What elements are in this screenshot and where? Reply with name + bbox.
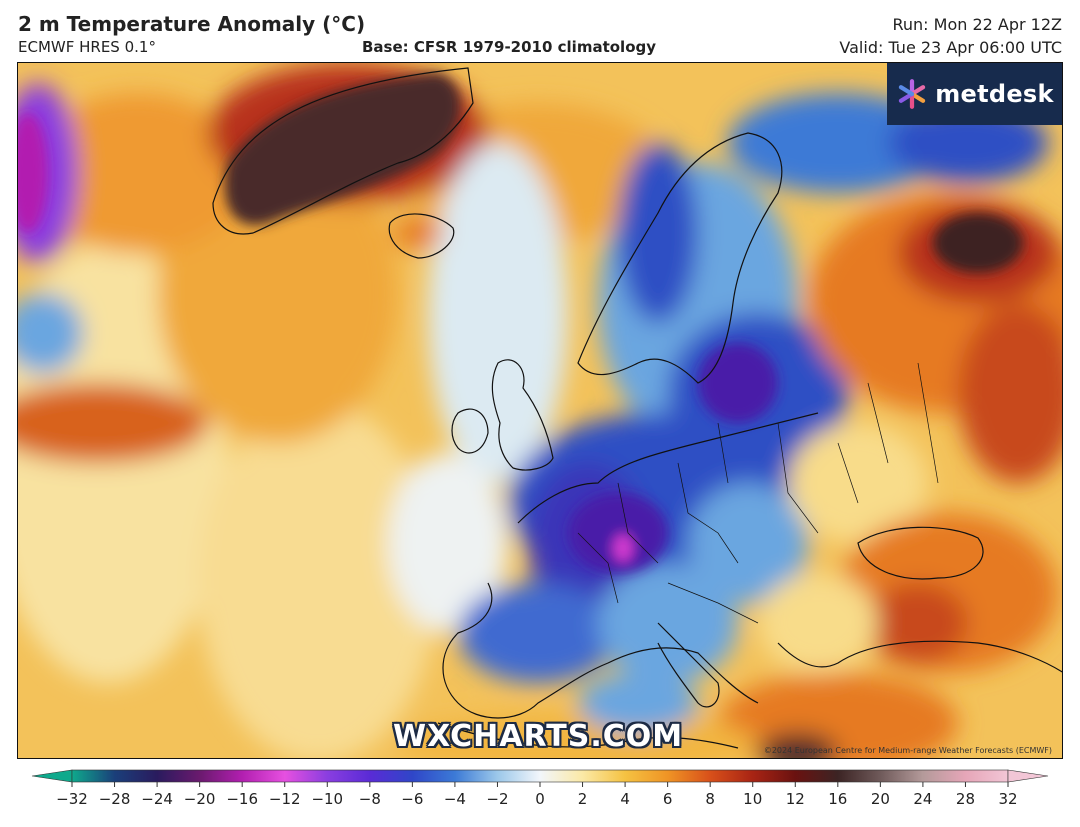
- copyright-note: ©2024 European Centre for Medium-range W…: [763, 746, 1052, 755]
- color-scale: −32 −28 −24 −20 −16 −12 −10 −8 −6 −4 −2 0 2 4 6 8 10 12 16…: [31, 769, 1049, 808]
- color-scale-tick-label: 28: [956, 790, 975, 808]
- color-scale-tick-label: −20: [184, 790, 216, 808]
- borders: [577, 362, 939, 624]
- color-scale-tick-label: −12: [269, 790, 301, 808]
- metdesk-logo: metdesk: [935, 80, 1054, 108]
- color-scale-tick-label: −28: [99, 790, 131, 808]
- color-scale-tick-label: 0: [535, 790, 545, 808]
- color-scale-tick-label: 2: [578, 790, 588, 808]
- color-scale-tick-label: 20: [871, 790, 890, 808]
- valid-time-label: Valid: Tue 23 Apr 06:00 UTC: [839, 38, 1062, 57]
- color-scale-tick-label: 16: [828, 790, 847, 808]
- color-scale-left-arrow: [31, 769, 73, 783]
- wxcharts-watermark: WXCHARTS.COM: [393, 719, 684, 754]
- color-scale-tick-label: 24: [913, 790, 932, 808]
- run-time-label: Run: Mon 22 Apr 12Z: [892, 15, 1062, 34]
- metdesk-flower-icon: [899, 79, 926, 109]
- climatology-label: Base: CFSR 1979-2010 climatology: [362, 38, 657, 56]
- coastlines: [212, 67, 1062, 749]
- color-scale-tick-label: 4: [620, 790, 630, 808]
- model-label: ECMWF HRES 0.1°: [18, 38, 156, 56]
- metdesk-brand-box: metdesk: [887, 63, 1062, 125]
- temperature-anomaly-field: [18, 63, 1062, 758]
- color-scale-tick-label: 6: [663, 790, 673, 808]
- color-scale-tick-label: −32: [56, 790, 88, 808]
- chart-title: 2 m Temperature Anomaly (°C): [18, 12, 366, 36]
- color-scale-tick-label: 12: [786, 790, 805, 808]
- color-scale-tick-label: −6: [401, 790, 423, 808]
- anomaly-cores: [18, 73, 1023, 573]
- color-scale-tick-label: −2: [486, 790, 508, 808]
- color-scale-tick-label: −24: [141, 790, 173, 808]
- color-scale-tick-label: 32: [998, 790, 1017, 808]
- anomaly-map: metdesk WXCHARTS.COM ©2024 European Cent…: [17, 62, 1063, 759]
- color-scale-right-arrow: [1007, 769, 1049, 783]
- color-scale-tick-label: 10: [743, 790, 762, 808]
- color-scale-tick-label: −4: [444, 790, 466, 808]
- color-scale-tick-label: −8: [359, 790, 381, 808]
- color-scale-tick-label: −10: [311, 790, 343, 808]
- color-scale-gradient: [71, 769, 1009, 783]
- color-scale-tick-label: −16: [226, 790, 258, 808]
- color-scale-ticks: −32 −28 −24 −20 −16 −12 −10 −8 −6 −4 −2 0 2 4 6 8 10 12 16…: [56, 782, 1018, 808]
- color-scale-tick-label: 8: [705, 790, 715, 808]
- color-scale-bar: [31, 769, 1049, 783]
